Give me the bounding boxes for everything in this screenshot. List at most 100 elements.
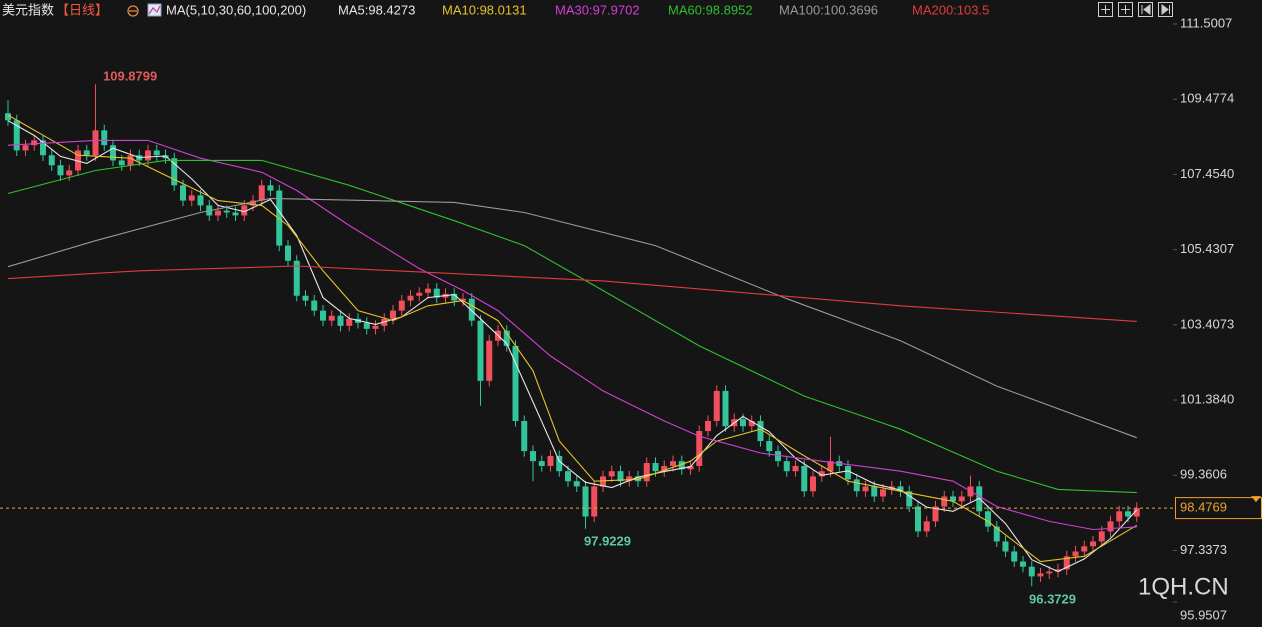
candle-body [425,288,431,293]
candle-body [215,210,221,216]
candle-body [311,300,318,311]
step-back-button[interactable] [1138,2,1153,17]
candle-body [40,140,46,156]
candle-body [320,310,326,321]
period-label: 【日线】 [56,2,108,17]
candle-body [451,293,458,301]
candle-body [818,471,825,477]
candle-body [241,205,248,216]
candle-body [897,486,904,492]
candle-body [197,195,204,206]
candle-body [302,295,309,301]
candle-body [993,526,1000,542]
candle-body [390,310,396,319]
candle-body [915,506,921,532]
candle-body [1011,551,1018,562]
candle-body [188,195,195,201]
candle-body [985,511,991,527]
candle-body [1028,566,1035,577]
settings-icon[interactable] [127,5,139,17]
candle-body [328,315,335,321]
candle-body [757,421,764,442]
candle-body [521,421,528,452]
candle-body [1090,541,1096,547]
candle-body [285,245,291,261]
indicator-label: MA(5,10,30,60,100,200) [166,2,306,17]
candle-body [232,212,239,216]
last-price-marker [1251,496,1261,503]
candle-body [530,451,536,462]
candle-body [1125,511,1131,517]
candle-body [486,340,493,381]
candle-body [250,200,256,206]
zoom-in-button[interactable] [1098,2,1113,17]
candle-body [740,419,746,427]
candle-body [223,210,230,213]
candle-body [1037,573,1044,577]
legend-entry: MA5:98.4273 [338,2,415,17]
candle-body [687,465,694,470]
candle-body [853,479,860,492]
candle-body [538,461,545,466]
candle-body [626,476,633,482]
candle-body [635,476,641,482]
candle-body [845,465,851,480]
candle-body [573,481,580,487]
candle-body [83,150,90,156]
candle-body [810,476,816,492]
candle-body [1002,541,1009,552]
candle-body [145,150,151,161]
candle-body [871,486,878,497]
watermark: 1QH.CN [1138,573,1229,600]
candle-body [66,170,73,176]
candle-body [13,120,20,151]
low-annotation: 96.3729 [1029,591,1076,606]
candle-body [433,288,440,298]
y-tick-label: 103.4073 [1180,316,1234,331]
candle-body [775,451,781,462]
ma-line [7,197,1137,439]
zoom-out-button[interactable] [1118,2,1133,17]
candle-body [600,476,606,487]
candle-body [118,160,125,166]
candle-body [792,465,799,472]
candle-body [416,292,423,296]
candle-body [1072,551,1079,557]
legend-entry: MA30:97.9702 [555,2,640,17]
candle-body [468,298,475,321]
candle-body [153,150,160,156]
candle-body [372,325,379,329]
candle-body [906,491,913,507]
candle-body [337,315,344,326]
play-button[interactable] [1158,2,1173,17]
candle-body [783,461,790,472]
toolbar [1098,2,1173,17]
candle-body [110,145,116,161]
candle-body [565,471,571,482]
candle-body [1133,508,1140,517]
indicator-icon[interactable] [147,3,162,17]
candle-body [1020,561,1026,567]
candle-body [547,455,554,466]
ma-line [7,120,1138,573]
candle-body [477,320,484,381]
candle-body [748,421,755,427]
candle-body [678,461,685,470]
candle-body [5,113,11,121]
candle-body [880,489,886,497]
candle-body [617,471,624,482]
legend-entry: MA10:98.0131 [442,2,527,17]
candle-body [180,185,186,201]
candle-body [932,506,939,522]
candle-body [171,158,178,186]
candle-body [556,455,563,472]
candle-body [670,461,676,466]
ma-line [7,114,1138,563]
ma-line [7,139,1137,531]
candle-body [75,150,81,171]
candle-body [1046,571,1053,574]
legend-entry: MA200:103.5 [912,2,989,17]
